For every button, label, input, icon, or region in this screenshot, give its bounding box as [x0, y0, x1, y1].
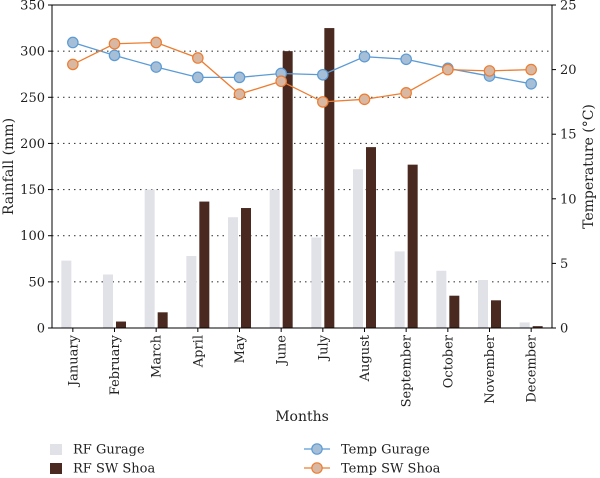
right-y-tick-label: 20: [560, 63, 577, 78]
x-tick-label: June: [275, 335, 290, 367]
bar-rf-gurage: [478, 280, 488, 328]
left-y-tick-label: 150: [20, 183, 45, 198]
bar-rf-sw-shoa: [324, 28, 335, 328]
bar-rf-sw-shoa: [532, 326, 543, 328]
point-temp-gurage: [317, 68, 329, 81]
bar-rf-sw-shoa: [366, 147, 376, 328]
point-temp-sw-shoa: [192, 52, 204, 64]
line-temp-gurage: [72, 41, 532, 85]
bar-rf-gurage: [186, 256, 197, 328]
gridlines: [52, 50, 552, 283]
point-temp-gurage: [233, 71, 246, 84]
point-temp-sw-shoa: [275, 75, 287, 88]
left-y-axis: 0 50 100 150 200 250 300 350: [20, 0, 52, 337]
point-temp-sw-shoa: [150, 36, 162, 49]
x-tick-label: August: [358, 334, 373, 382]
left-y-tick-label: 0: [37, 322, 45, 337]
legend-swatch: [50, 444, 62, 455]
bar-rf-gurage: [311, 237, 322, 328]
point-temp-sw-shoa: [483, 65, 496, 77]
point-temp-sw-shoa: [400, 87, 412, 99]
left-y-axis-title: Rainfall (mm): [1, 118, 17, 215]
bar-rf-gurage: [436, 270, 447, 328]
point-temp-sw-shoa: [442, 63, 454, 76]
bar-rf-gurage: [394, 251, 405, 328]
line-group: [67, 36, 537, 108]
left-y-tick-label: 250: [20, 91, 45, 106]
left-y-tick-label: 300: [20, 45, 45, 60]
x-axis-title: Months: [275, 409, 329, 425]
point-temp-sw-shoa: [108, 37, 121, 50]
bar-rf-gurage: [269, 189, 280, 328]
line-temp-sw-shoa: [72, 41, 532, 103]
right-y-tick-label: 15: [560, 128, 577, 143]
x-tick-label: September: [400, 334, 415, 407]
point-temp-gurage: [67, 36, 79, 49]
left-y-tick-label: 100: [20, 229, 45, 244]
point-temp-sw-shoa: [358, 93, 371, 106]
point-temp-sw-shoa: [525, 63, 537, 76]
bar-rf-sw-shoa: [157, 312, 168, 328]
right-y-tick-label: 5: [560, 257, 568, 272]
x-tick-label: November: [483, 334, 498, 404]
bar-rf-gurage: [353, 169, 363, 328]
bar-rf-gurage: [228, 217, 238, 328]
x-tick-label: February: [108, 334, 123, 395]
legend: RF Gurage RF SW Shoa Temp Gurage Temp SW Sh…: [50, 443, 441, 477]
x-tick-label: October: [441, 334, 456, 388]
point-temp-sw-shoa: [233, 88, 246, 100]
right-y-tick-label: 10: [560, 192, 577, 207]
left-y-tick-label: 50: [28, 275, 45, 290]
x-tick-label: May: [233, 334, 248, 363]
x-tick-label: July: [316, 334, 331, 362]
x-tick-label: January: [66, 334, 81, 388]
legend-label: RF SW Shoa: [73, 462, 155, 477]
left-y-tick-label: 350: [20, 0, 45, 14]
legend-label: RF Gurage: [73, 443, 145, 458]
bar-rf-gurage: [61, 260, 72, 328]
bar-rf-gurage: [519, 322, 530, 328]
point-temp-gurage: [108, 49, 121, 62]
point-temp-sw-shoa: [67, 58, 79, 71]
bar-rf-sw-shoa: [449, 295, 460, 328]
bar-group: [61, 28, 543, 329]
bar-rf-gurage: [103, 274, 113, 328]
x-tick-label: December: [525, 334, 540, 402]
right-y-tick-label: 0: [560, 322, 568, 337]
bar-rf-sw-shoa: [199, 201, 210, 328]
point-temp-gurage: [525, 78, 537, 90]
point-temp-gurage: [358, 50, 371, 63]
bar-rf-sw-shoa: [116, 321, 126, 328]
bar-rf-sw-shoa: [241, 208, 251, 328]
bar-rf-sw-shoa: [282, 51, 293, 329]
left-y-tick-label: 200: [20, 137, 45, 152]
bar-rf-sw-shoa: [407, 164, 418, 328]
right-y-axis-title: Temperature (°C): [581, 104, 597, 229]
legend-label: Temp Gurage: [341, 443, 430, 458]
x-axis: January February March April May June July Augu…: [66, 328, 540, 407]
legend-marker: [311, 443, 323, 455]
x-tick-label: April: [191, 335, 206, 368]
x-tick-label: March: [150, 334, 165, 378]
legend-label: Temp SW Shoa: [341, 462, 441, 477]
bar-rf-sw-shoa: [491, 300, 501, 328]
legend-swatch: [50, 463, 62, 474]
point-temp-gurage: [192, 71, 204, 84]
point-temp-gurage: [400, 53, 412, 66]
plot-frame: [51, 4, 553, 329]
legend-marker: [311, 462, 323, 474]
right-y-axis: 0 5 10 15 20 25: [552, 0, 577, 337]
point-temp-gurage: [150, 61, 162, 73]
right-y-tick-label: 25: [560, 0, 577, 14]
point-temp-sw-shoa: [317, 96, 329, 108]
bar-rf-gurage: [144, 189, 155, 328]
